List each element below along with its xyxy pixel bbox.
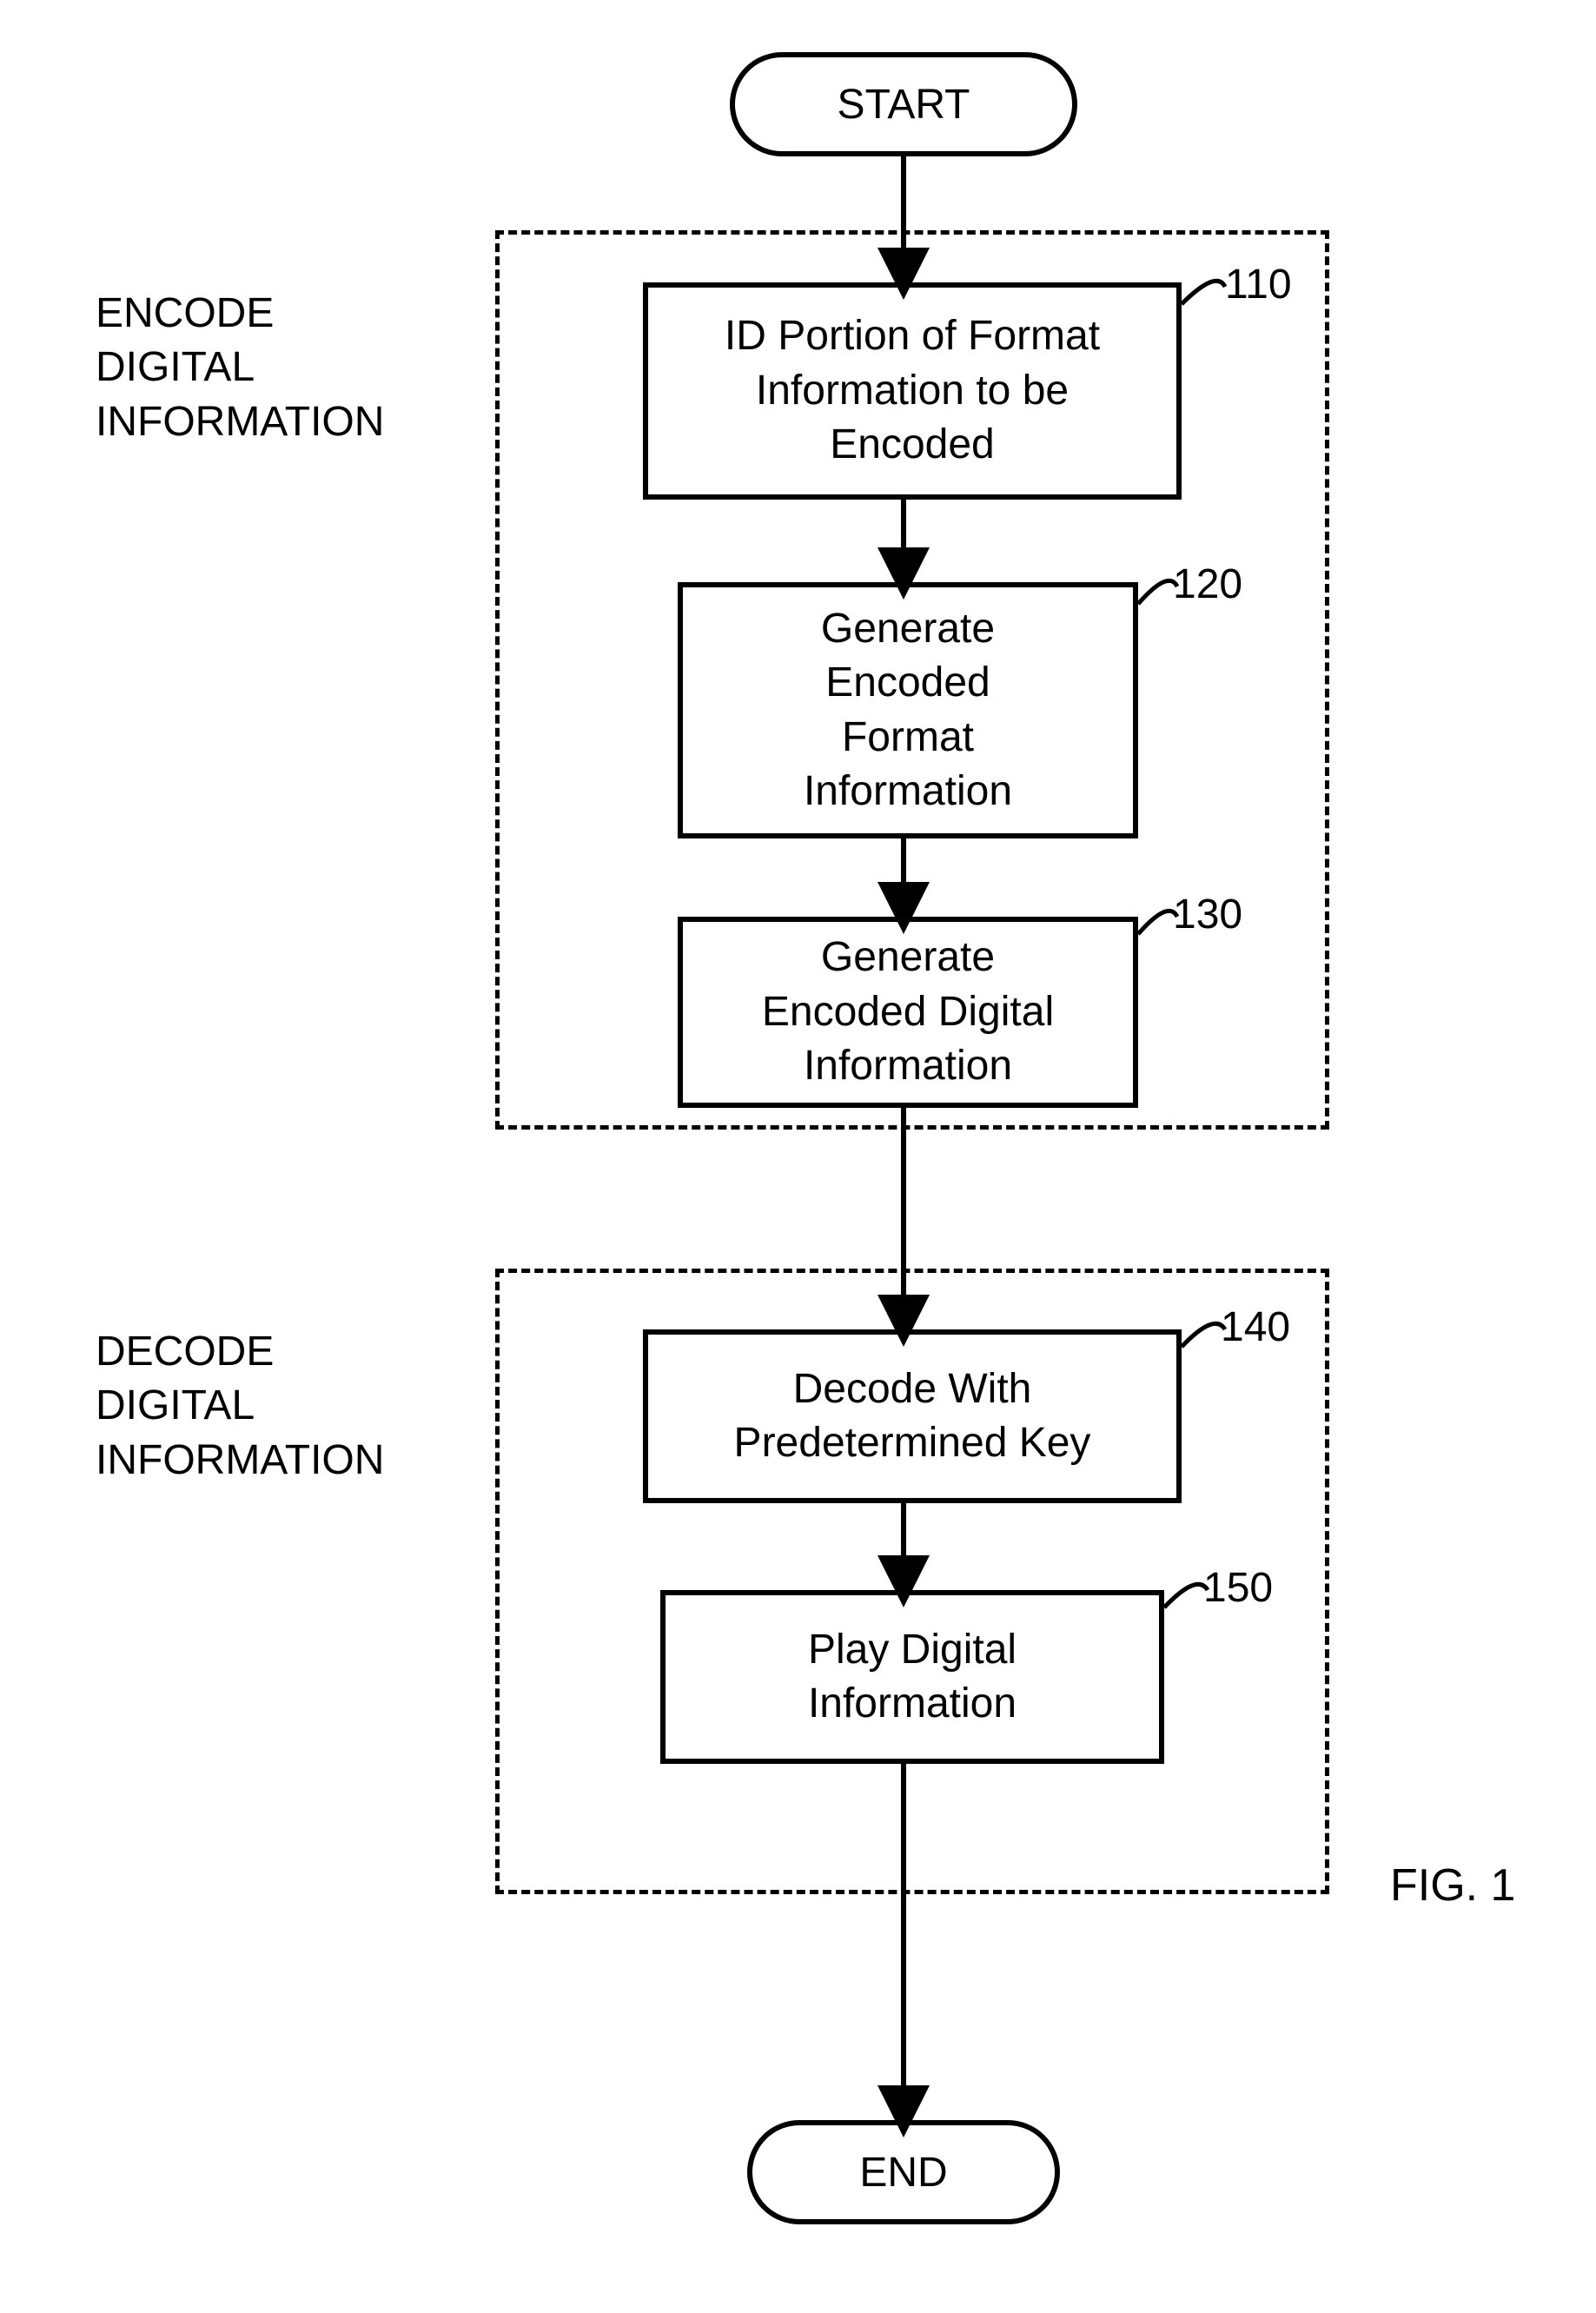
leader-130 [1138,911,1177,934]
leader-150 [1164,1584,1208,1607]
leader-120 [1138,580,1177,604]
flowchart-diagram: START ENCODE DIGITAL INFORMATION DECODE … [35,35,1596,2278]
connectors-svg [35,35,1596,2278]
leader-140 [1182,1323,1225,1347]
leader-110 [1182,281,1225,304]
